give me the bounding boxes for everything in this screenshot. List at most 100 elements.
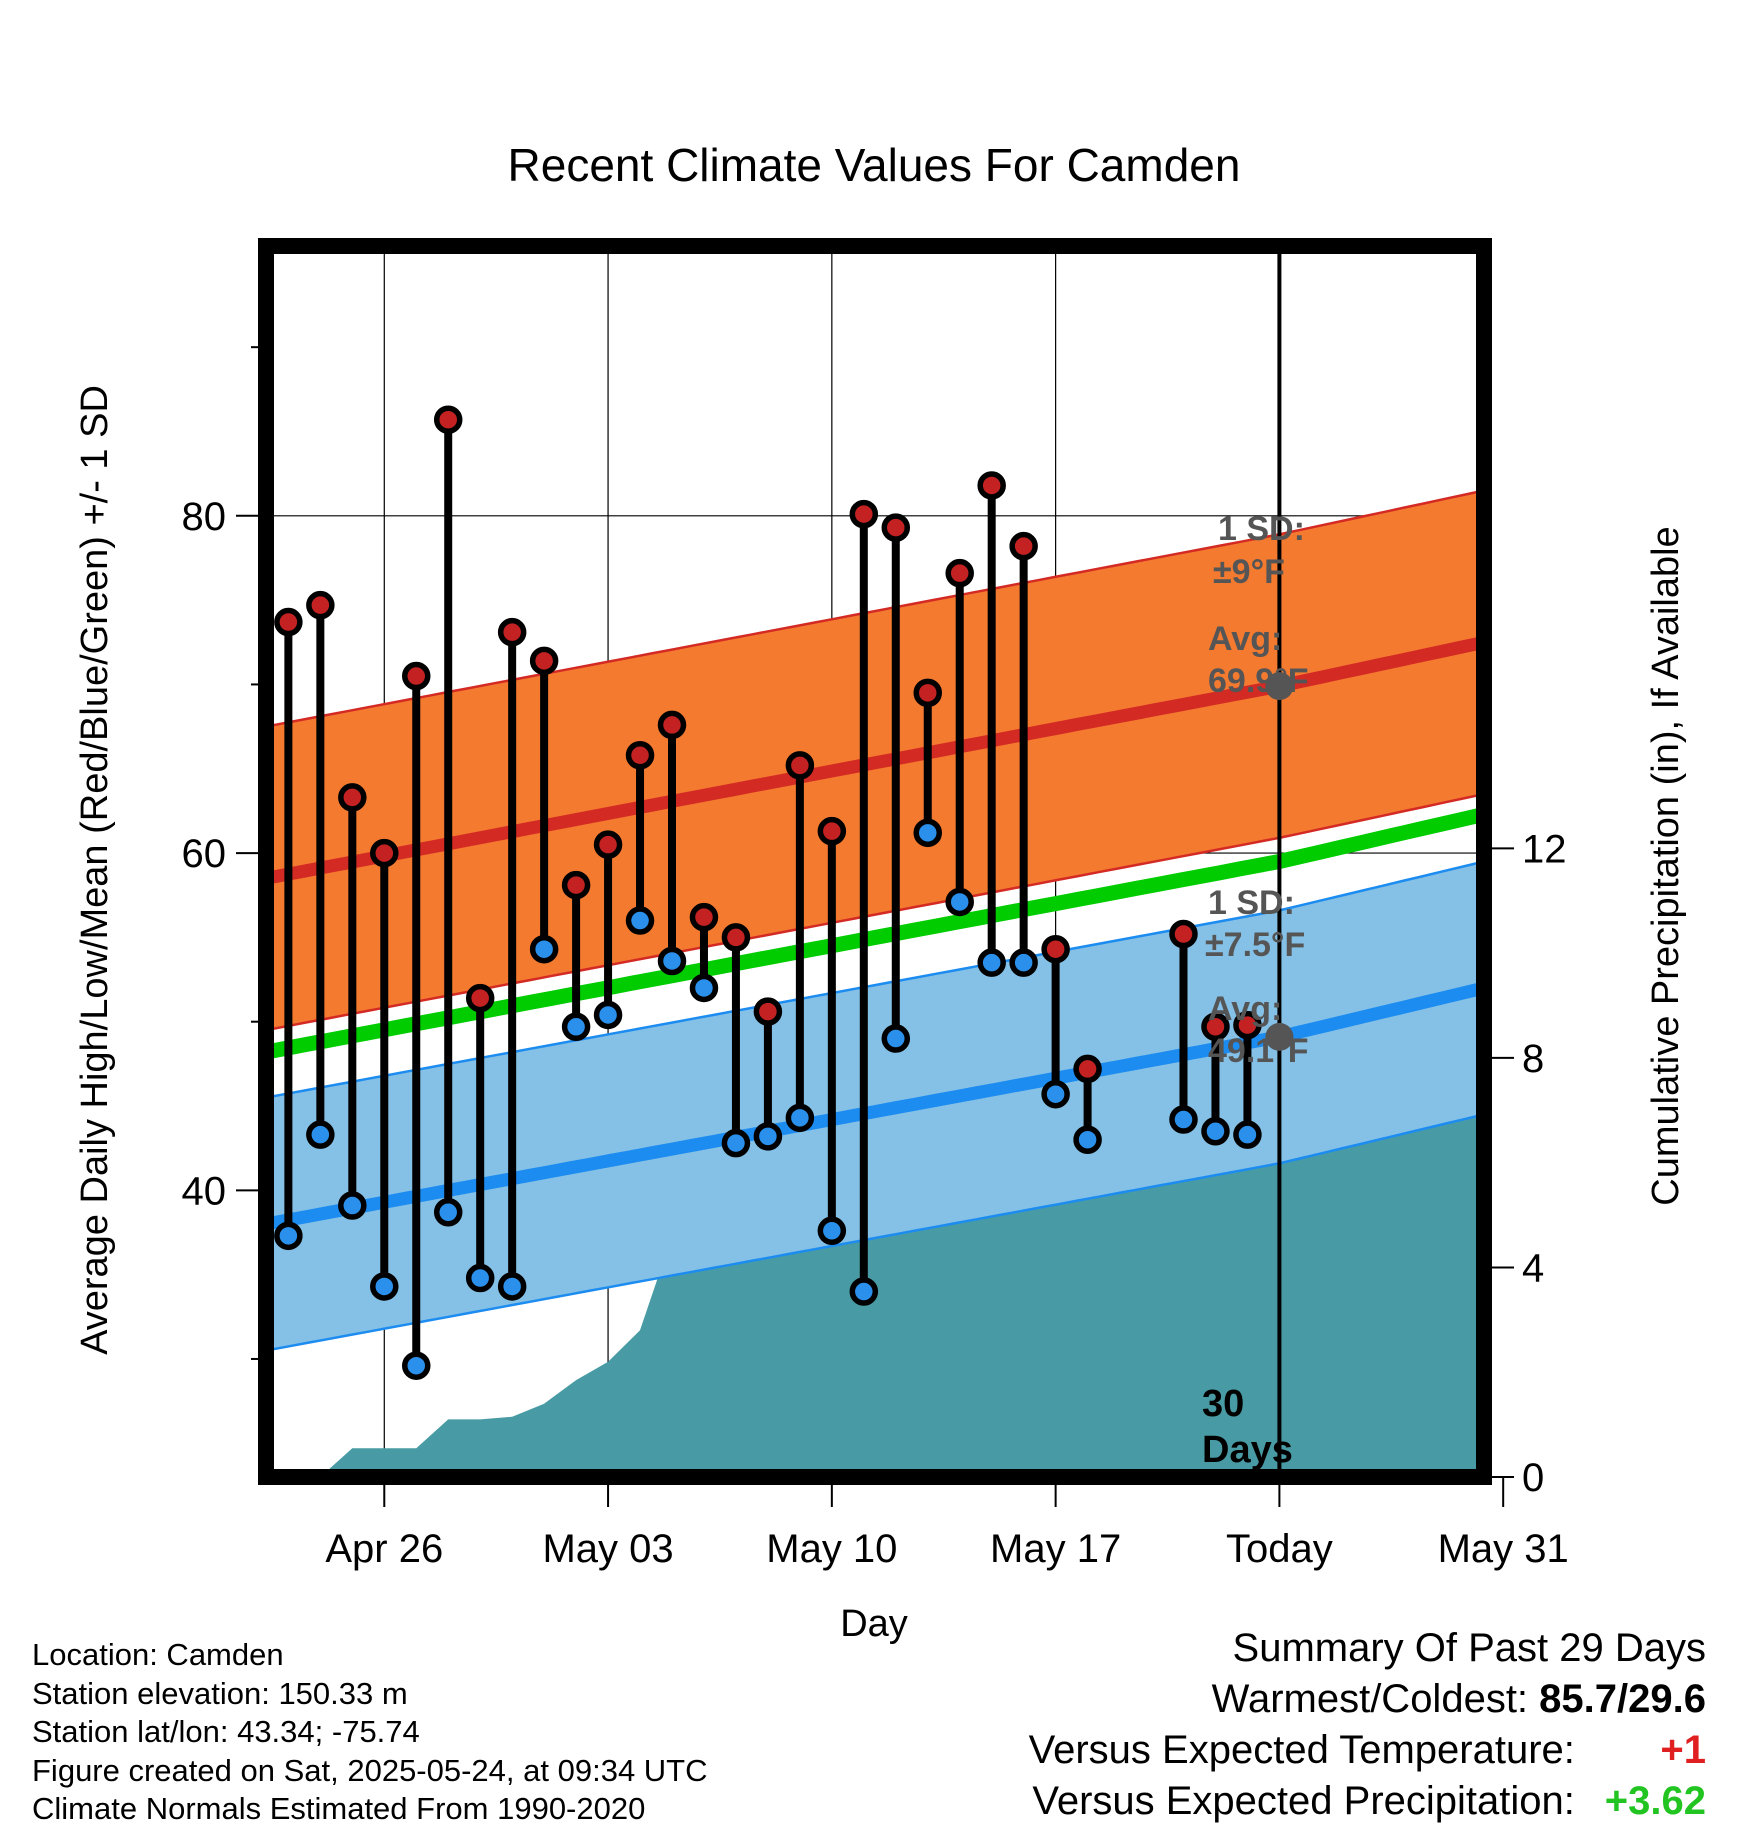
axes: 40 60 80 0 4 8 12 Apr 26 May 03 May 10 May 17 Today…	[182, 346, 1569, 1571]
high-temp-point	[849, 499, 879, 529]
x-tick-label: Apr 26	[325, 1527, 443, 1571]
station-latlon: Station lat/lon: 43.34; -75.74	[32, 1714, 420, 1749]
observations	[274, 405, 1262, 1380]
low-temp-point	[753, 1122, 783, 1151]
high-temp-point	[753, 997, 783, 1026]
precip-value: +3.62	[1604, 1779, 1706, 1823]
low-avg-marker	[1265, 1022, 1294, 1051]
high-temp-point	[402, 661, 431, 691]
low-temp-point	[881, 1024, 911, 1053]
low-temp-point	[945, 887, 974, 917]
x-tick-label: Today	[1226, 1527, 1333, 1571]
low-temp-point	[306, 1120, 335, 1149]
figure-created: Figure created on Sat, 2025-05-24, at 09…	[32, 1752, 708, 1788]
temp-label: Versus Expected Temperature:	[1028, 1728, 1575, 1772]
low-temp-point	[1009, 948, 1038, 977]
high-temp-point	[625, 741, 655, 770]
low-avg-label: Avg:	[1208, 990, 1282, 1028]
high-temp-point	[497, 617, 527, 647]
warm-cold-value: 85.7/29.6	[1539, 1677, 1706, 1721]
high-temp-point	[1201, 1012, 1230, 1042]
low-temp-point	[274, 1221, 303, 1251]
high-temp-point	[465, 983, 495, 1013]
climate-normals: Climate Normals Estimated From 1990-2020	[32, 1791, 646, 1826]
high-temp-point	[274, 607, 303, 637]
high-temp-point	[433, 405, 463, 434]
x-axis-title: Day	[840, 1603, 908, 1645]
low-temp-point	[657, 946, 687, 976]
low-temp-point	[497, 1272, 527, 1301]
high-sd-value: ±9°F	[1213, 553, 1285, 591]
low-temp-point	[689, 973, 719, 1003]
low-temp-point	[529, 934, 559, 964]
low-temp-point	[721, 1128, 751, 1158]
summary-panel: Summary Of Past 29 Days Warmest/Coldest:…	[1029, 1623, 1706, 1827]
high-avg-value: 69.9°F	[1208, 662, 1309, 700]
warm-cold-row: Warmest/Coldest: 85.7/29.6	[1029, 1674, 1706, 1725]
chart-title: Recent Climate Values For Camden	[508, 139, 1241, 191]
warm-cold-label: Warmest/Coldest:	[1211, 1677, 1529, 1721]
high-temp-point	[593, 830, 623, 859]
x-tick-label: May 03	[542, 1527, 673, 1571]
high-temp-point	[913, 678, 942, 708]
high-temp-point	[977, 471, 1006, 500]
high-temp-point	[529, 646, 559, 676]
y2-tick-label: 0	[1522, 1456, 1544, 1500]
avg-markers	[1265, 672, 1294, 1051]
low-annotation: 1 SD: ±7.5°F Avg: 49.1°F	[1205, 884, 1309, 1070]
low-temp-point	[849, 1277, 879, 1306]
days-annotation: 30 Days	[1202, 1383, 1293, 1471]
x-tick-label: May 10	[766, 1527, 897, 1571]
high-temp-point	[657, 710, 687, 740]
y2-tick-label: 4	[1522, 1246, 1544, 1290]
low-temp-point	[1169, 1105, 1198, 1134]
high-temp-point	[945, 558, 974, 588]
days-count: 30	[1202, 1383, 1244, 1425]
high-temp-point	[561, 870, 591, 900]
y-tick-label: 80	[182, 495, 227, 539]
high-temp-point	[881, 513, 911, 542]
precip-label: Versus Expected Precipitation:	[1032, 1779, 1575, 1823]
high-temp-point	[338, 783, 367, 812]
y2-axis-title: Cumulative Precipitation (in), If Availa…	[1645, 526, 1687, 1205]
days-word: Days	[1202, 1429, 1293, 1471]
y-tick-label: 60	[182, 832, 227, 876]
station-elevation: Station elevation: 150.33 m	[32, 1675, 408, 1711]
plot-frame	[258, 238, 1492, 1485]
low-avg-value: 49.1°F	[1208, 1032, 1309, 1070]
temp-row: Versus Expected Temperature: +1	[1029, 1725, 1706, 1776]
high-temp-point	[689, 902, 719, 932]
high-temp-point	[1041, 934, 1070, 964]
station-info: Location: Camden Station elevation: 150.…	[32, 1636, 708, 1829]
low-temp-point	[370, 1272, 399, 1301]
high-temp-point	[721, 923, 751, 952]
station-location: Location: Camden	[32, 1637, 284, 1672]
y-tick-label: 40	[182, 1169, 227, 1213]
high-temp-point	[1009, 531, 1038, 561]
high-sd-label: 1 SD:	[1218, 510, 1305, 548]
low-sd-value: ±7.5°F	[1205, 926, 1305, 964]
y2-tick-label: 12	[1522, 827, 1567, 871]
summary-heading: Summary Of Past 29 Days	[1232, 1626, 1706, 1670]
high-temp-point	[1233, 1010, 1262, 1040]
y2-tick-label: 8	[1522, 1037, 1544, 1081]
low-temp-point	[625, 906, 655, 935]
low-temp-point	[785, 1103, 815, 1133]
low-sd-label: 1 SD:	[1208, 884, 1295, 922]
high-annotation: 1 SD: ±9°F Avg: 69.9°F	[1208, 510, 1309, 700]
low-temp-point	[338, 1191, 367, 1220]
high-temp-point	[370, 838, 399, 868]
low-temp-point	[433, 1198, 463, 1227]
low-temp-point	[1073, 1125, 1102, 1154]
high-temp-point	[1169, 919, 1198, 949]
high-avg-marker	[1265, 672, 1294, 701]
high-temp-point	[1073, 1054, 1102, 1084]
low-temp-point	[817, 1216, 847, 1246]
high-temp-point	[785, 751, 815, 780]
high-temp-point	[817, 816, 847, 846]
low-temp-point	[1233, 1120, 1262, 1149]
low-temp-point	[977, 948, 1006, 977]
low-temp-point	[1201, 1117, 1230, 1146]
low-temp-point	[593, 1000, 623, 1030]
